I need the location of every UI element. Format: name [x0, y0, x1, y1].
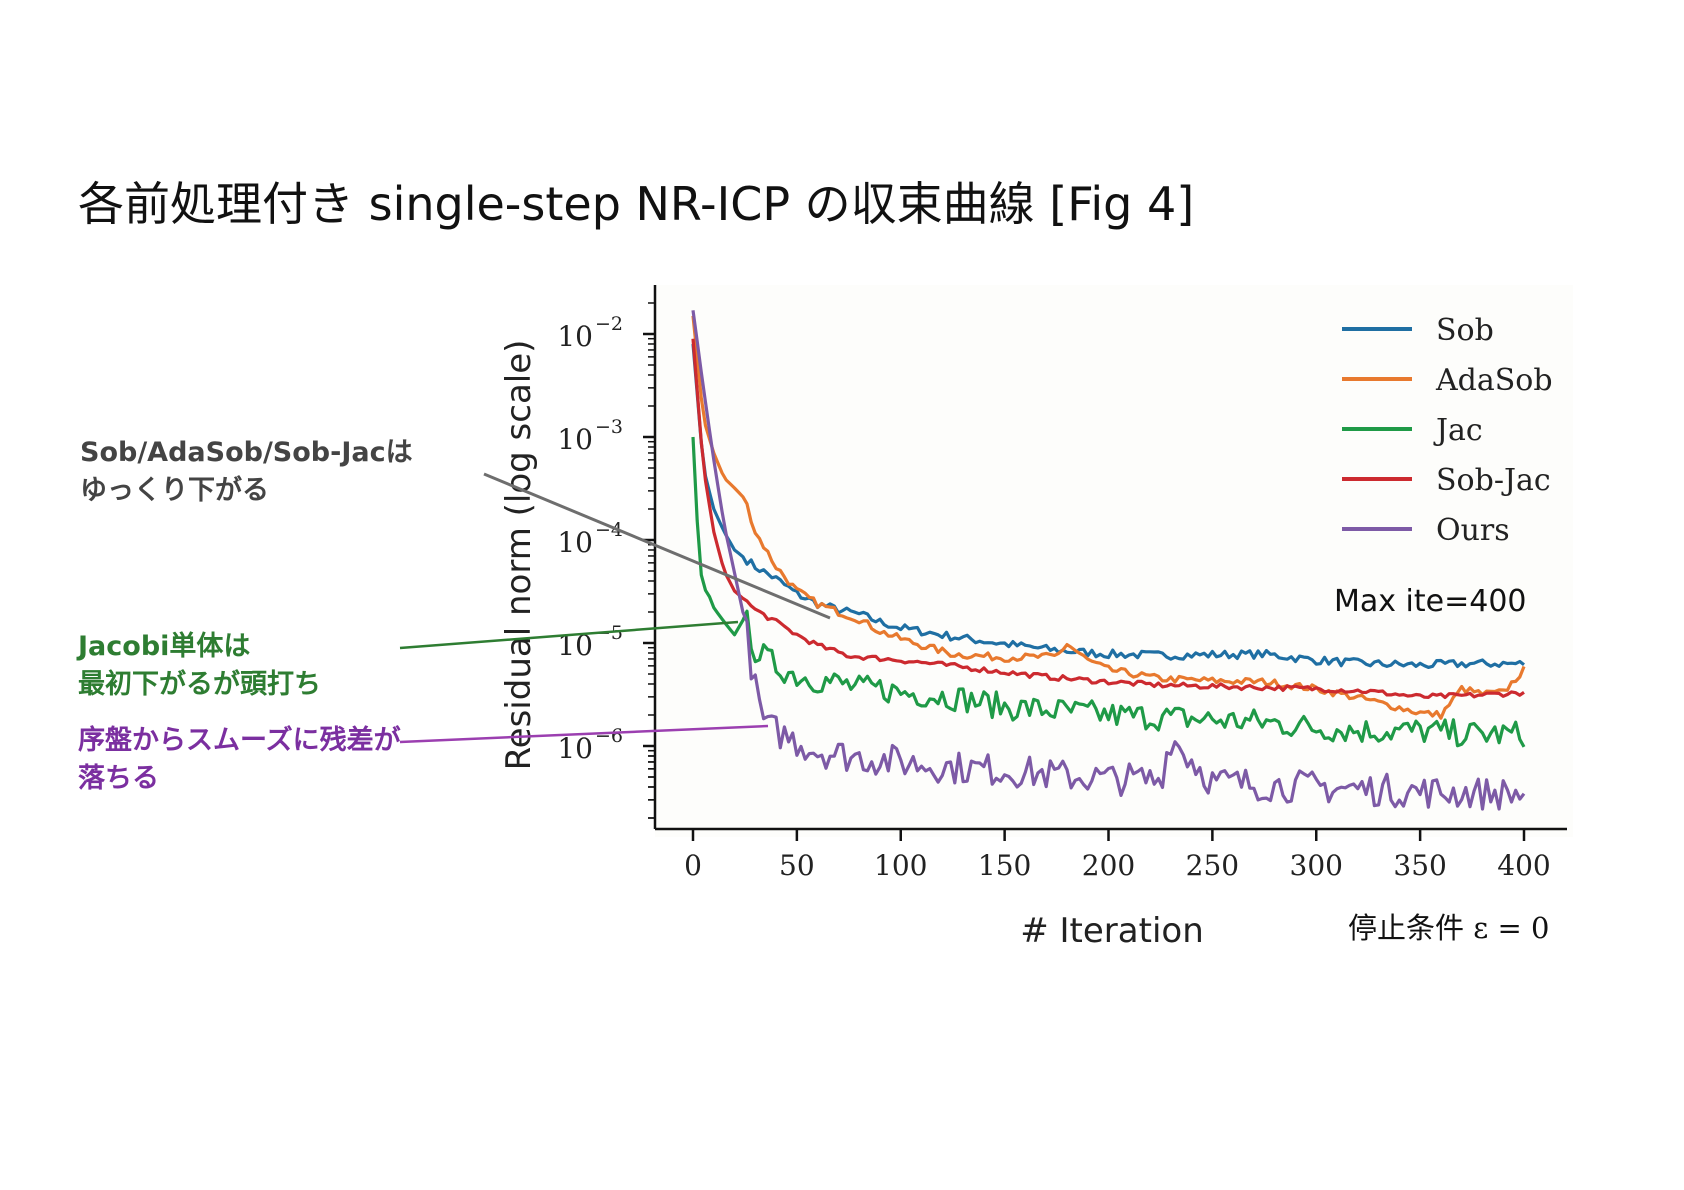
x-tick-label: 200 [1082, 849, 1135, 882]
y-tick-label: 10 [557, 320, 593, 353]
legend-label-ours: Ours [1436, 513, 1510, 548]
y-axis-label: Residual norm (log scale) [499, 340, 539, 771]
x-tick-label: 150 [978, 849, 1031, 882]
annotation-sob-line1: Sob/AdaSob/Sob-Jacは [80, 437, 413, 468]
series-line-jac [691, 436, 1526, 748]
legend-label-sob-jac: Sob-Jac [1436, 463, 1551, 498]
x-tick-label: 50 [779, 849, 815, 882]
y-tick-exponent: −2 [595, 313, 623, 335]
y-tick-label: 10 [557, 423, 593, 456]
axis-layer: 10−210−310−410−510−605010015020025030035… [557, 285, 1567, 882]
plot-area [655, 285, 1573, 837]
legend: Sob AdaSob Jac Sob-Jac Ours [1342, 313, 1553, 548]
x-tick-label: 300 [1290, 849, 1343, 882]
series-line-sob [691, 343, 1525, 670]
callout-line-ours [399, 724, 769, 744]
y-tick-label: 10 [557, 732, 593, 765]
callout-line-jac [399, 620, 739, 650]
legend-label-adasob: AdaSob [1435, 363, 1553, 398]
x-tick-label: 350 [1393, 849, 1446, 882]
annotation-jac-line2: 最初下がるが頭打ち [78, 669, 321, 700]
y-tick-label: 10 [557, 526, 593, 559]
series-line-adasob [691, 315, 1526, 720]
y-tick-exponent: −3 [595, 416, 623, 438]
x-tick-label: 400 [1497, 849, 1550, 882]
x-tick-label: 100 [874, 849, 927, 882]
annotation-jac-line1: Jacobi単体は [78, 631, 251, 662]
annotation-ours-line1: 序盤からスムーズに残差が [78, 725, 401, 756]
x-tick-label: 0 [684, 849, 702, 882]
annotation-ours-line2: 落ちる [78, 763, 159, 794]
annotation-ours: 序盤からスムーズに残差が 落ちる [78, 722, 401, 798]
y-tick-exponent: −6 [595, 725, 623, 747]
max-iteration-note: Max ite=400 [1334, 584, 1527, 619]
series-layer [691, 310, 1526, 811]
legend-label-sob: Sob [1436, 313, 1494, 348]
x-axis-label: # Iteration [1020, 911, 1204, 951]
annotation-sob: Sob/AdaSob/Sob-Jacは ゆっくり下がる [80, 434, 413, 510]
series-line-sob-jac [691, 338, 1525, 700]
annotation-jac: Jacobi単体は 最初下がるが頭打ち [78, 628, 321, 704]
stop-condition-note: 停止条件 ε = 0 [1348, 911, 1550, 945]
annotation-sob-line2: ゆっくり下がる [80, 475, 269, 506]
x-tick-label: 250 [1186, 849, 1239, 882]
callout-line-sob [483, 472, 831, 620]
slide-title: 各前処理付き single-step NR-ICP の収束曲線 [Fig 4] [78, 177, 1195, 231]
series-line-ours [691, 310, 1526, 811]
legend-label-jac: Jac [1433, 413, 1483, 448]
